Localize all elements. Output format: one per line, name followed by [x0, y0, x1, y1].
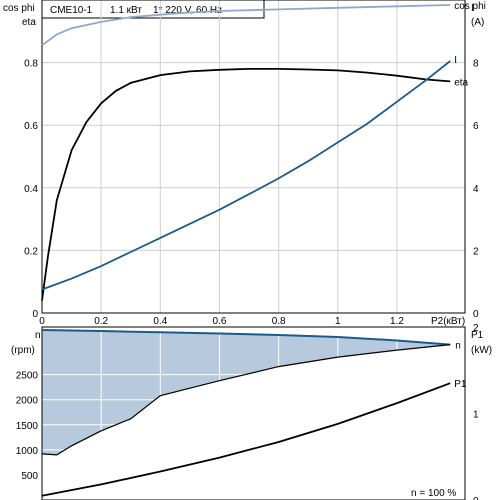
- bottom-plot: n (rpm) P1 (kW) n = 100 % 500 1000 1500 200…: [11, 323, 492, 500]
- series-eta-line: [41, 68, 451, 301]
- bottom-grid: [42, 327, 465, 500]
- top-plot: cos phi eta I (A) P2(кВт) 0 0.2 0.4 0.6 0.8 1…: [3, 0, 486, 327]
- top-left-axis-label-1: cos phi: [3, 3, 35, 14]
- bottom-left-y-tick-label: 2000: [16, 396, 39, 407]
- bottom-right-y-tick-label: 2: [473, 323, 479, 334]
- series-cos-phi-label: cos phi: [454, 1, 486, 12]
- bottom-left-y-tick-label: 1500: [16, 421, 39, 432]
- x-tick-label: 0.8: [272, 316, 286, 327]
- bottom-right-y-tick-label: 1: [473, 410, 479, 421]
- header-power: 1.1 кВт: [110, 5, 142, 16]
- speed-band: [42, 330, 451, 455]
- bottom-left-y-tick-label: 1000: [16, 446, 39, 457]
- header-supply: 1* 220 V, 60 Hz: [153, 5, 222, 16]
- x-tick-label: 1: [335, 316, 341, 327]
- series-i-line: [41, 60, 451, 291]
- series-n-upper-line: [41, 329, 451, 346]
- bottom-left-y-tick-label: 500: [21, 471, 38, 482]
- bottom-plot-frame: [41, 326, 466, 500]
- right-y-tick-label: 6: [473, 121, 479, 132]
- x-tick-label: 0.6: [213, 316, 227, 327]
- right-y-tick-label: 8: [473, 59, 479, 70]
- bottom-series: n P1: [41, 329, 467, 497]
- bottom-left-y-tick-label: 2500: [16, 371, 39, 382]
- right-y-tick-label: 4: [473, 184, 479, 195]
- top-right-axis-label-1: I: [471, 3, 474, 14]
- right-y-tick-label: 0: [473, 309, 479, 320]
- bottom-left-axis-label-1: n: [35, 330, 41, 341]
- series-n-lower-line: [41, 344, 451, 456]
- series-p1-line: [41, 382, 451, 497]
- right-y-tick-label: 2: [473, 246, 479, 257]
- x-tick-label: 1.2: [390, 316, 404, 327]
- left-y-tick-label: 0.6: [24, 121, 38, 132]
- top-series: cos phi eta I: [41, 1, 486, 301]
- top-grid: [42, 0, 465, 313]
- header-model: CME10-1: [50, 5, 93, 16]
- bottom-right-axis-label-1: P1: [471, 330, 484, 341]
- series-i-label: I: [454, 55, 457, 66]
- top-tick-labels: 0 0.2 0.4 0.6 0.8 1 1.2 0 0.2 0.4 0.6 0.8 0 2 4 6 8: [24, 59, 479, 327]
- top-right-axis-label-2: (A): [471, 17, 484, 28]
- x-tick-label: 0.4: [153, 316, 167, 327]
- speed-annotation: n = 100 %: [411, 488, 456, 499]
- series-n-label: n: [455, 341, 461, 352]
- x-axis-label: P2(кВт): [431, 316, 465, 327]
- bottom-right-y-tick-label: 0: [473, 496, 479, 500]
- left-y-tick-label: 0.4: [24, 184, 38, 195]
- left-y-tick-label: 0: [32, 309, 38, 320]
- top-left-axis-label-2: eta: [22, 17, 36, 28]
- series-cos-phi-line: [41, 4, 451, 47]
- series-eta-label: eta: [454, 77, 468, 88]
- left-y-tick-label: 0.8: [24, 59, 38, 70]
- series-p1-label: P1: [454, 379, 467, 390]
- x-tick-label: 0: [39, 316, 45, 327]
- bottom-tick-labels: 500 1000 1500 2000 2500 0 1 2: [16, 323, 479, 500]
- x-tick-label: 0.2: [94, 316, 108, 327]
- speed-band-fill: [42, 330, 451, 455]
- bottom-right-axis-label-2: (kW): [471, 345, 492, 356]
- top-plot-frame: [41, 0, 466, 314]
- left-y-tick-label: 0.2: [24, 246, 38, 257]
- bottom-left-axis-label-2: (rpm): [11, 345, 35, 356]
